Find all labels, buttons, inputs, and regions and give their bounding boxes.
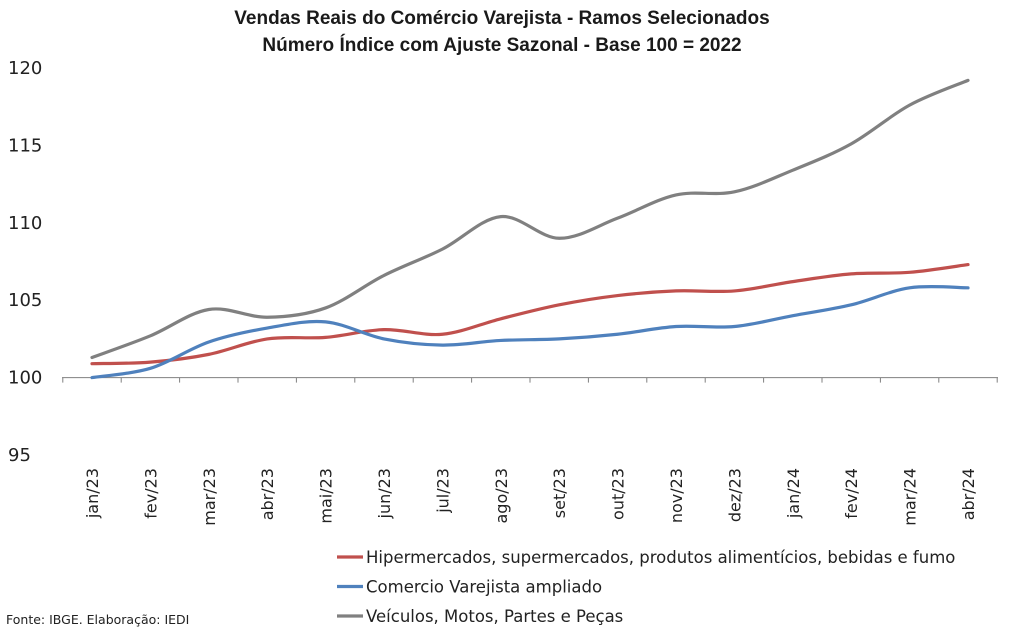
y-tick-label: 105 [8,290,42,311]
y-tick-label: 100 [8,368,42,389]
y-tick-label: 110 [8,213,42,234]
x-axis: jan/23 fev/23 mar/23 abr/23 mai/23 jun/23 jul/… [83,468,978,526]
x-tick-label: mar/23 [200,468,219,526]
x-tick-label: abr/24 [959,468,978,520]
x-tick-label: dez/23 [725,468,744,522]
x-tick-label: set/23 [550,468,569,518]
x-tick-label: ago/23 [492,468,511,524]
y-axis: 95 100 105 110 115 120 [8,58,42,466]
x-tick-label: jan/23 [83,468,102,519]
baseline-layer [62,377,998,383]
legend-label-3: Veículos, Motos, Partes e Peças [366,607,623,626]
x-tick-label: out/23 [609,468,628,520]
legend-label-1: Hipermercados, supermercados, produtos a… [366,548,955,567]
source-note: Fonte: IBGE. Elaboração: IEDI [6,612,189,627]
x-tick-label: mai/23 [317,468,336,524]
series-line-3 [90,78,970,360]
x-tick-label: nov/23 [667,468,686,523]
y-tick-label: 95 [8,445,31,466]
series-line-1 [90,263,970,366]
x-tick-label: jul/23 [433,468,452,514]
chart-subtitle: Número Índice com Ajuste Sazonal - Base … [262,34,741,56]
series-line-2 [90,284,970,380]
x-tick-label: mar/24 [901,468,920,526]
chart-title: Vendas Reais do Comércio Varejista - Ram… [234,8,769,29]
x-tick-label: jan/24 [784,468,803,519]
legend: Hipermercados, supermercados, produtos a… [337,548,955,626]
y-tick-label: 120 [8,58,42,79]
y-tick-label: 115 [8,135,42,156]
x-tick-label: fev/23 [141,468,160,519]
x-tick-label: abr/23 [258,468,277,520]
x-tick-label: fev/24 [842,468,861,519]
legend-label-2: Comercio Varejista ampliado [366,578,602,597]
series-layer [90,78,970,380]
x-tick-label: jun/23 [375,468,394,519]
